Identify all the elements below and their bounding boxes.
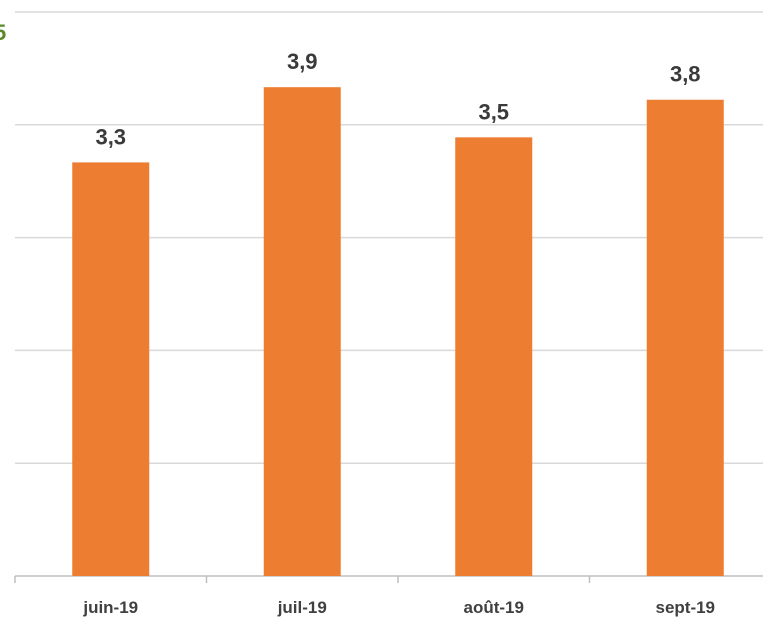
data-label-juin-19: 3,3 xyxy=(95,124,126,149)
data-label-sept-19: 3,8 xyxy=(670,62,701,87)
category-label-juin-19: juin-19 xyxy=(82,598,138,617)
category-label-août-19: août-19 xyxy=(464,598,524,617)
x-axis xyxy=(14,575,763,583)
category-labels: juin-19 juil-19 août-19 sept-19 xyxy=(82,598,715,617)
bar-août-19 xyxy=(455,137,533,577)
bars xyxy=(72,87,724,577)
bar-sept-19 xyxy=(646,99,724,576)
bar-juil-19 xyxy=(263,87,341,576)
category-label-juil-19: juil-19 xyxy=(277,598,327,617)
data-label-août-19: 3,5 xyxy=(478,99,509,124)
category-label-sept-19: sept-19 xyxy=(655,598,715,617)
data-label-juil-19: 3,9 xyxy=(287,49,318,74)
bar-juin-19 xyxy=(72,162,150,576)
data-labels: 3,3 3,9 3,5 3,8 xyxy=(95,49,700,149)
axis-tick-fragment: 5 xyxy=(0,20,6,45)
